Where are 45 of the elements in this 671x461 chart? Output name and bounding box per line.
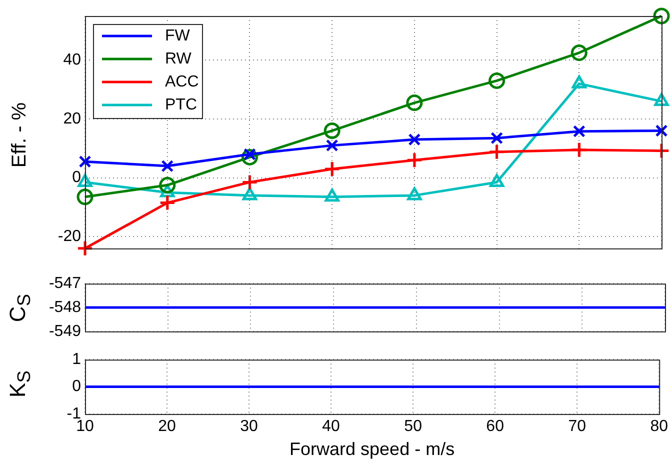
point	[653, 8, 670, 24]
point	[490, 132, 503, 144]
point	[408, 133, 421, 146]
point	[76, 240, 94, 257]
x-tick-label: 70	[568, 418, 586, 436]
x-tick-label: 20	[158, 418, 176, 436]
point	[570, 44, 588, 62]
x-tick-label: 80	[650, 418, 668, 436]
point	[406, 94, 423, 112]
legend-label: ACC	[165, 73, 199, 90]
x-tick-label: 50	[404, 418, 422, 436]
point	[159, 194, 176, 212]
y-tick-label: -548	[48, 298, 82, 316]
point	[326, 139, 338, 152]
x-tick-label: 60	[486, 418, 504, 436]
y-tick-label: -20	[58, 228, 82, 246]
y-tick-label: -547	[48, 275, 82, 292]
y-tick-label: 0	[72, 169, 82, 186]
y-tick-label: 0	[72, 378, 82, 396]
y-tick-label: 20	[63, 110, 82, 128]
x-tick-label: 30	[240, 418, 258, 436]
point	[653, 142, 670, 159]
point	[406, 152, 423, 168]
y-tick-label: 1	[72, 351, 82, 368]
point	[324, 160, 340, 178]
point	[488, 72, 506, 89]
x-tick-label: 40	[322, 418, 340, 436]
point	[161, 160, 174, 172]
y-axis-title: Eff. - %	[8, 102, 32, 168]
point	[159, 176, 176, 194]
point	[572, 125, 586, 138]
legend-label: FW	[165, 27, 191, 44]
point	[241, 174, 258, 190]
point	[570, 142, 588, 158]
point	[76, 188, 94, 206]
legend-label: RW	[165, 50, 192, 68]
y-tick-label: 40	[63, 52, 82, 69]
y-tick-label: -549	[48, 322, 82, 340]
legend-label: PTC	[165, 96, 197, 114]
point	[655, 124, 668, 137]
point	[488, 144, 506, 160]
point	[324, 122, 340, 139]
x-axis-title: Forward speed - m/s	[290, 439, 455, 460]
x-tick-label: 10	[76, 418, 94, 436]
point	[78, 155, 92, 168]
